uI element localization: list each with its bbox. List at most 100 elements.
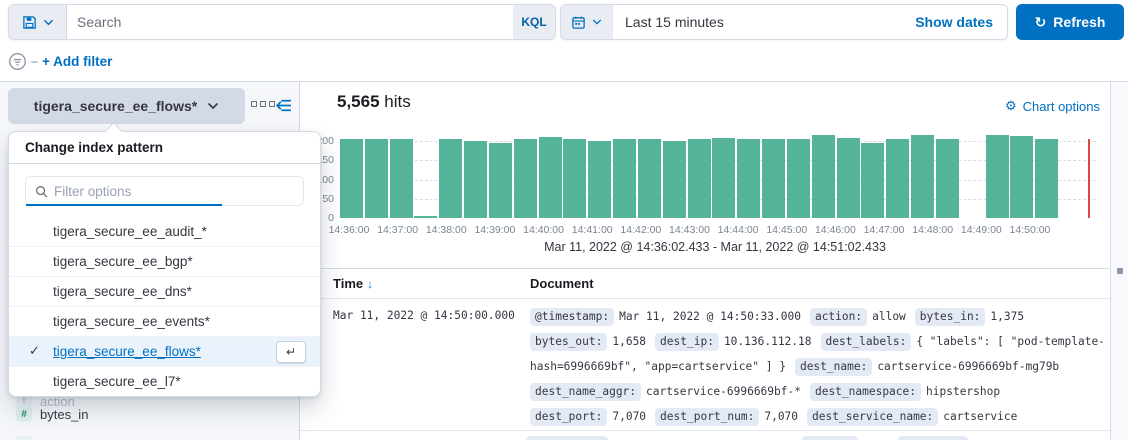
histogram-bar[interactable]	[539, 137, 562, 218]
time-range-value[interactable]: Last 15 minutes	[625, 14, 724, 30]
doc-field-value: 10.136.112.18	[723, 335, 812, 348]
histogram-bar[interactable]	[663, 141, 686, 218]
histogram-bar[interactable]	[464, 141, 487, 218]
scrollbar-thumb[interactable]	[1117, 268, 1123, 274]
doc-field-value: 7,070	[612, 410, 647, 423]
histogram-chart[interactable]: 0 50 100 150 200 14:36:00 14:37:00 14:38:00 14:3…	[316, 134, 1096, 236]
index-pattern-filter	[25, 176, 304, 206]
histogram-bar[interactable]	[688, 139, 711, 218]
saved-query-button[interactable]	[9, 5, 67, 39]
doc-field-value: allow	[872, 310, 906, 323]
add-filter-button[interactable]: + Add filter	[42, 54, 113, 69]
index-pattern-option[interactable]: ✓ tigera_secure_ee_flows* ↵	[9, 336, 320, 366]
search-input[interactable]	[67, 5, 513, 39]
index-pattern-option[interactable]: tigera_secure_ee_bgp*	[9, 246, 320, 276]
index-pattern-option[interactable]: tigera_secure_ee_dns*	[9, 276, 320, 306]
refresh-button[interactable]: ↻ Refresh	[1016, 4, 1124, 40]
histogram-bar[interactable]	[812, 135, 835, 218]
index-pattern-button[interactable]: tigera_secure_ee_flows*	[8, 88, 245, 124]
histogram-bar[interactable]	[861, 143, 884, 218]
refresh-label: Refresh	[1053, 14, 1106, 30]
x-axis-label: 14:41:00	[571, 224, 613, 236]
sidebar-field-action[interactable]: t action	[16, 393, 75, 409]
doc-field-value: 1,658	[612, 335, 647, 348]
table-top-divider	[300, 268, 1110, 269]
index-pattern-option[interactable]: tigera_secure_ee_audit_*	[9, 216, 320, 246]
query-language-badge[interactable]: KQL	[513, 5, 555, 39]
histogram-bar[interactable]	[986, 135, 1009, 218]
index-pattern-option[interactable]: tigera_secure_ee_events*	[9, 306, 320, 336]
doc-row-time: Mar 11, 2022 @ 14:50:00.000	[333, 309, 515, 322]
doc-field-name-badge: bytes_in:	[914, 308, 986, 326]
index-pattern-option-label: tigera_secure_ee_bgp*	[53, 254, 193, 269]
histogram-bar[interactable]	[886, 139, 909, 218]
sort-descending-icon[interactable]: ↓	[367, 277, 374, 291]
chart-options-button[interactable]: ⚙ Chart options	[1005, 98, 1100, 114]
return-key-button[interactable]: ↵	[276, 341, 306, 363]
x-axis-label: 14:48:00	[912, 224, 954, 236]
scrollbar-track	[1110, 82, 1128, 440]
hits-count: 5,565 hits	[337, 92, 411, 112]
doc-field-pair: dest_namespace: hipstershop	[809, 383, 1001, 401]
doc-field-pair: bytes_in: 1,375	[914, 308, 1025, 326]
histogram-bar[interactable]	[340, 139, 363, 218]
time-column-header[interactable]: Time ↓	[333, 276, 373, 291]
doc-field-value: Mar 11, 2022 @ 14:50:33.000	[619, 310, 801, 323]
index-pattern-option[interactable]: tigera_secure_ee_l7*	[9, 366, 320, 396]
doc-field-pair: action: allow	[809, 308, 906, 326]
filter-options-input[interactable]	[54, 183, 303, 199]
index-pattern-label: tigera_secure_ee_flows*	[33, 98, 198, 114]
sidebar-field-bytes-in[interactable]: # bytes_in	[16, 406, 88, 422]
doc-row-document[interactable]: @timestamp: Mar 11, 2022 @ 14:50:33.000 ac…	[530, 304, 1108, 429]
histogram-bar[interactable]	[613, 139, 636, 218]
hits-number: 5,565	[337, 92, 380, 111]
x-axis-label: 14:36:00	[328, 224, 370, 236]
histogram-bar[interactable]	[1035, 139, 1058, 218]
next-row-badge-partial	[802, 436, 858, 440]
histogram-bar[interactable]	[514, 139, 537, 218]
doc-field-name-badge: dest_service_name:	[807, 408, 939, 426]
histogram-bar[interactable]	[489, 143, 512, 218]
hits-label: hits	[384, 92, 411, 111]
filters-menu-icon[interactable]	[8, 52, 27, 71]
histogram-bar[interactable]	[837, 138, 860, 218]
doc-field-pair: dest_ip: 10.136.112.18	[655, 333, 812, 351]
histogram-bar[interactable]	[911, 135, 934, 218]
histogram-bar[interactable]	[390, 139, 413, 218]
x-axis-label: 14:46:00	[814, 224, 856, 236]
histogram-bar[interactable]	[787, 139, 810, 218]
histogram-bar[interactable]	[638, 139, 661, 218]
chart-options-label: Chart options	[1022, 98, 1100, 114]
x-axis-label: 14:39:00	[474, 224, 516, 236]
date-quick-select-button[interactable]	[561, 5, 613, 39]
histogram-bar[interactable]	[439, 139, 462, 218]
x-axis-label: 14:43:00	[669, 224, 710, 236]
boxes-horizontal-icon[interactable]	[251, 101, 275, 107]
index-pattern-options: tigera_secure_ee_audit_* tigera_secure_ee…	[9, 216, 320, 396]
y-axis-label: 50	[322, 192, 334, 205]
doc-field-value: cartservice	[943, 410, 1018, 423]
show-dates-link[interactable]: Show dates	[915, 14, 993, 30]
histogram-bar[interactable]	[1010, 136, 1033, 218]
check-icon: ✓	[29, 343, 40, 358]
histogram-bar[interactable]	[712, 138, 735, 218]
date-picker: Last 15 minutes Show dates	[560, 4, 1008, 40]
search-icon	[26, 185, 54, 198]
histogram-bar[interactable]	[936, 139, 959, 218]
field-badge-partial	[16, 436, 32, 440]
histogram-bar[interactable]	[563, 139, 586, 218]
histogram-bar[interactable]	[414, 216, 437, 218]
doc-field-pair: dest_port: 7,070	[530, 408, 647, 426]
histogram-bar[interactable]	[588, 141, 611, 218]
doc-field-value: cartservice-6996669bf-mg79b	[877, 360, 1060, 373]
next-row-badge-partial	[526, 436, 608, 440]
doc-field-value: hipstershop	[926, 385, 1001, 398]
next-row-badge-partial	[898, 436, 968, 440]
histogram-bar[interactable]	[762, 139, 785, 218]
doc-field-value: 1,375	[990, 310, 1025, 323]
chart-time-range-label: Mar 11, 2022 @ 14:36:02.433 - Mar 11, 20…	[544, 240, 886, 254]
filter-dash-decoration	[31, 61, 38, 63]
histogram-bar[interactable]	[737, 139, 760, 218]
collapse-sidebar-icon[interactable]	[275, 97, 292, 114]
histogram-bar[interactable]	[365, 139, 388, 218]
